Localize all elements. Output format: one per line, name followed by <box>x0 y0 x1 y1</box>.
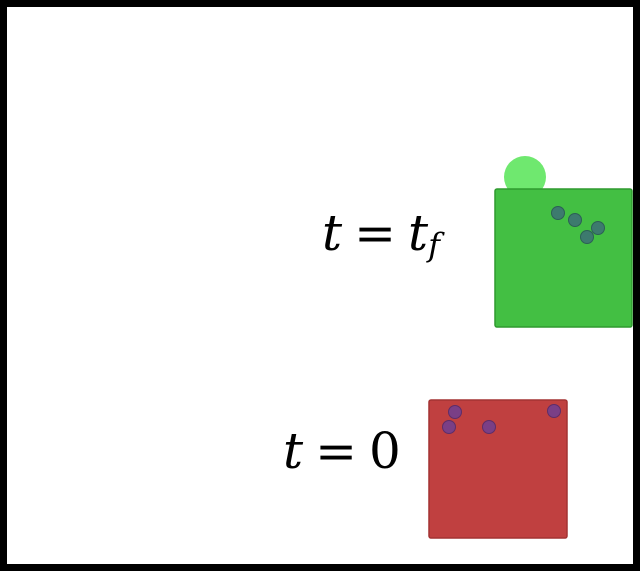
final-particle-4 <box>580 230 594 244</box>
label-t-initial-equals: = <box>315 422 357 480</box>
initial-particle-2 <box>442 420 456 434</box>
label-t-initial-var: t <box>283 422 304 480</box>
final-particle-3 <box>591 221 605 235</box>
label-t-final-var: t <box>322 204 343 262</box>
final-state-group <box>494 156 633 328</box>
label-t-initial-value: 0 <box>369 422 401 480</box>
final-particle-1 <box>551 206 565 220</box>
label-t-initial: t = 0 <box>283 426 401 476</box>
initial-block <box>428 399 568 539</box>
label-t-final: t = tf <box>322 208 440 261</box>
label-t-final-subscript: f <box>428 226 440 264</box>
final-ball <box>504 156 546 198</box>
final-particle-2 <box>568 213 582 227</box>
initial-particle-4 <box>547 404 561 418</box>
label-t-final-equals: = <box>354 204 396 262</box>
initial-particle-3 <box>482 420 496 434</box>
label-t-final-value: t <box>408 204 429 262</box>
initial-state-group <box>428 399 568 539</box>
initial-particle-1 <box>448 405 462 419</box>
